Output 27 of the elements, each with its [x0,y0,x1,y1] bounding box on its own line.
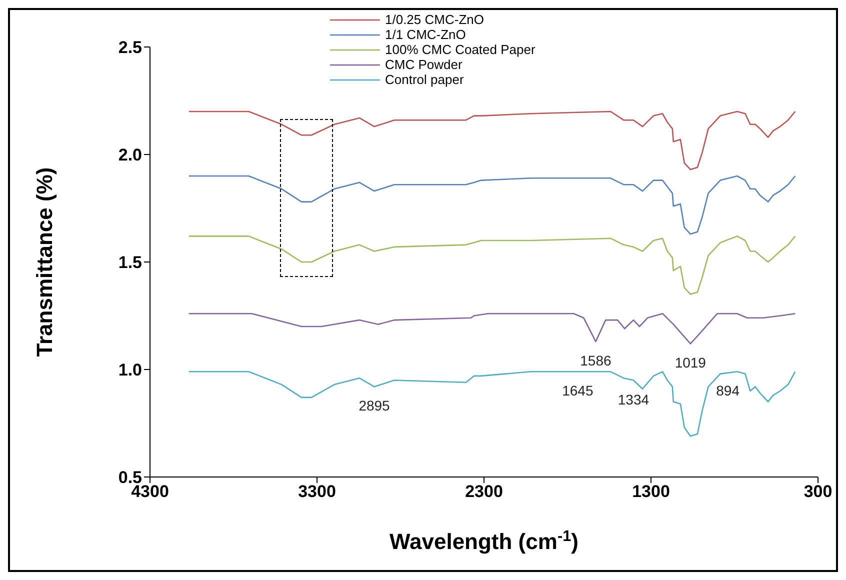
annotation: 2895 [358,397,390,414]
legend-label: 100% CMC Coated Paper [385,42,536,57]
line-series [188,110,796,170]
y-tick-label: 2.5 [118,38,142,58]
y-tick-label: 1.0 [118,360,142,380]
y-tick-label: 2.0 [118,146,142,165]
x-tick-label: 300 [804,482,832,502]
annotation: 1586 [580,352,612,368]
y-tick-label: 1.5 [118,253,142,272]
x-tick-label: 1300 [632,482,670,502]
legend-label: 1/1 CMC-ZnO [385,27,466,42]
x-tick-label: 4300 [131,482,169,502]
legend-label: 1/0.25 CMC-ZnO [385,12,484,27]
annotation: 894 [716,382,740,398]
x-axis-title: Wavelength (cm$^{-1}$) [390,528,578,554]
legend-label: CMC Powder [385,57,462,72]
annotation: 1019 [674,354,706,370]
line-series [188,175,796,235]
annotation: 1645 [562,382,594,398]
x-tick-label: 3300 [298,482,336,502]
legend-label: Control paper [385,72,464,87]
line-series [188,371,796,437]
x-tick-label: 2300 [465,482,503,502]
annotation: 1334 [618,390,650,407]
line-series [188,312,796,344]
line-series [188,236,796,295]
y-axis-title: Transmittance (%) [32,167,57,357]
